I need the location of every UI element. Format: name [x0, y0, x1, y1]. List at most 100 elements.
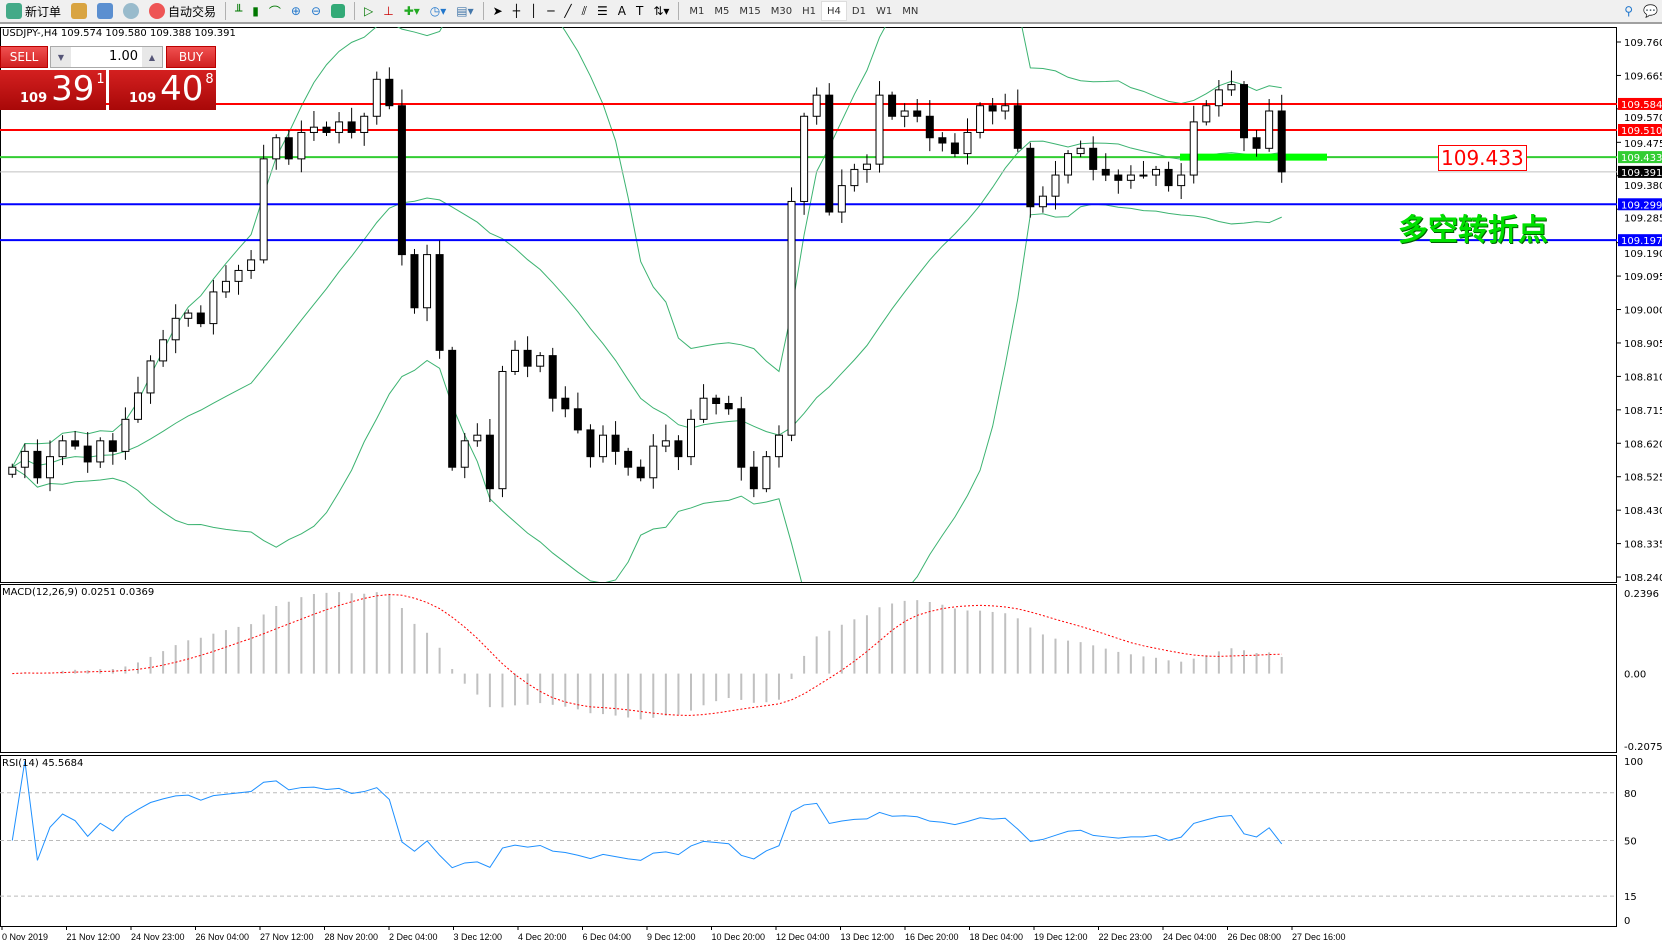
bear-candle: [950, 142, 959, 155]
bull-candle: [774, 434, 783, 458]
y-tick-label: 109.475: [1624, 139, 1662, 150]
bull-candle: [1202, 105, 1211, 123]
text-label-button[interactable]: T: [632, 1, 647, 21]
horizontal-line-button[interactable]: ─: [543, 1, 558, 21]
chart-shift-button[interactable]: ⊥: [379, 1, 397, 21]
price-tag-label: 109.584: [1621, 100, 1662, 111]
fibonacci-icon: ☰: [597, 4, 608, 18]
zoom-out-button[interactable]: ⊖: [307, 1, 325, 21]
bear-candle: [573, 408, 582, 431]
zoom-out-icon: ⊖: [310, 4, 322, 18]
timeframe-m5[interactable]: M5: [714, 5, 730, 17]
bear-candle: [1164, 168, 1173, 187]
text-button[interactable]: A: [614, 1, 630, 21]
timeframe-m1[interactable]: M1: [689, 5, 705, 17]
bull-candle: [649, 445, 658, 479]
bear-candle: [888, 94, 897, 117]
periods-button[interactable]: ◷▾: [426, 1, 451, 21]
channel-icon: ⫽: [581, 3, 588, 18]
chat-button[interactable]: 💬: [1639, 1, 1662, 21]
price-tag: [1618, 124, 1662, 136]
timeframe-d1[interactable]: D1: [851, 5, 866, 17]
bear-candle: [322, 126, 331, 133]
bear-candle: [586, 429, 595, 458]
bull-candle: [1126, 174, 1135, 181]
y-tick-label: 109.190: [1624, 249, 1662, 260]
timeframe-h1[interactable]: H1: [802, 5, 817, 17]
bull-candle: [1038, 195, 1047, 208]
trendline-icon: ╱: [564, 4, 572, 18]
search-button[interactable]: ⚲: [1620, 1, 1637, 21]
lot-size-input[interactable]: 1.00: [109, 49, 138, 64]
y-tick-label: 108.620: [1624, 439, 1662, 450]
x-tick-label: 16 Dec 20:00: [905, 932, 959, 942]
bull-candle: [460, 440, 469, 468]
templates-button[interactable]: ▤▾: [452, 1, 477, 21]
bull-candle: [875, 94, 884, 165]
bull-candle: [963, 131, 972, 155]
channel-button[interactable]: ⫽: [578, 1, 591, 21]
y-tick-label: 109.380: [1624, 181, 1662, 192]
candlestick-icon: ▮: [252, 4, 259, 18]
arrows-button[interactable]: ⇅▾: [649, 1, 673, 21]
lot-increase-button[interactable]: ▲: [142, 47, 162, 67]
bear-candle: [410, 254, 419, 309]
cursor-icon: ➤: [492, 4, 503, 18]
bull-candle: [1076, 147, 1085, 155]
bear-candle: [712, 397, 721, 405]
bear-candle: [925, 115, 934, 139]
lot-decrease-button[interactable]: ▼: [51, 47, 71, 67]
rsi-title: RSI(14) 45.5684: [2, 758, 83, 769]
new-order-button[interactable]: 新订单: [2, 1, 65, 21]
tile-icon: [331, 4, 346, 18]
timeframe-w1[interactable]: W1: [875, 5, 893, 17]
tile-windows-button[interactable]: [327, 1, 349, 21]
y-tick-label: 109.570: [1624, 113, 1662, 124]
buy-button[interactable]: BUY: [166, 46, 216, 68]
bear-candle: [913, 110, 922, 117]
timeframe-m30[interactable]: M30: [770, 5, 793, 17]
vertical-line-button[interactable]: │: [526, 1, 541, 21]
bull-candle: [8, 466, 17, 475]
macd-tick-label: 0.2396: [1624, 589, 1659, 600]
auto-scroll-button[interactable]: ▷: [360, 1, 377, 21]
x-tick-label: 18 Dec 04:00: [970, 932, 1024, 942]
bull-candle: [473, 434, 482, 442]
bull-candle: [1064, 153, 1073, 176]
signal-button[interactable]: [119, 1, 143, 21]
bull-candle: [58, 440, 67, 458]
crosshair-button[interactable]: ┼: [509, 1, 524, 21]
buy-price[interactable]: 109 40 8: [109, 70, 216, 110]
candlestick-button[interactable]: ▮: [248, 1, 263, 21]
bar-chart-button[interactable]: ╨: [231, 1, 246, 21]
zoom-in-icon: ⊕: [290, 4, 301, 18]
bull-candle: [309, 126, 318, 133]
trendline-button[interactable]: ╱: [560, 1, 575, 21]
bull-candle: [837, 185, 846, 213]
x-tick-label: 3 Dec 12:00: [454, 932, 503, 942]
zoom-in-button[interactable]: ⊕: [287, 1, 305, 21]
fibonacci-button[interactable]: ☰: [593, 1, 612, 21]
timeframe-m15[interactable]: M15: [739, 5, 761, 17]
y-tick-label: 109.000: [1624, 306, 1662, 317]
price-tag-label: 109.391: [1621, 168, 1662, 179]
y-tick-label: 108.430: [1624, 506, 1662, 517]
bear-candle: [938, 137, 947, 144]
bear-candle: [1277, 110, 1286, 173]
line-chart-button[interactable]: ⌒: [265, 1, 285, 21]
y-tick-label: 109.095: [1624, 272, 1662, 283]
auto-trading-button[interactable]: 自动交易: [145, 1, 220, 21]
timeframe-mn[interactable]: MN: [902, 5, 919, 17]
sell-button[interactable]: SELL: [0, 46, 48, 68]
chart-canvas[interactable]: 109.760 109.665 109.570 109.475 109.380 109.2…: [0, 26, 1662, 945]
y-tick-label: 108.335: [1624, 540, 1662, 551]
navigator-button[interactable]: [93, 1, 117, 21]
sell-price[interactable]: 109 39 1: [0, 70, 106, 110]
x-tick-label: 26 Dec 08:00: [1228, 932, 1282, 942]
timeframe-h4[interactable]: H4: [821, 1, 847, 21]
cursor-button[interactable]: ➤: [489, 1, 507, 21]
bear-candle: [385, 78, 394, 107]
lot-size-stepper[interactable]: ▼ 1.00 ▲: [50, 46, 163, 68]
indicators-button[interactable]: ✚▾: [400, 1, 424, 21]
market-watch-button[interactable]: [67, 1, 91, 21]
